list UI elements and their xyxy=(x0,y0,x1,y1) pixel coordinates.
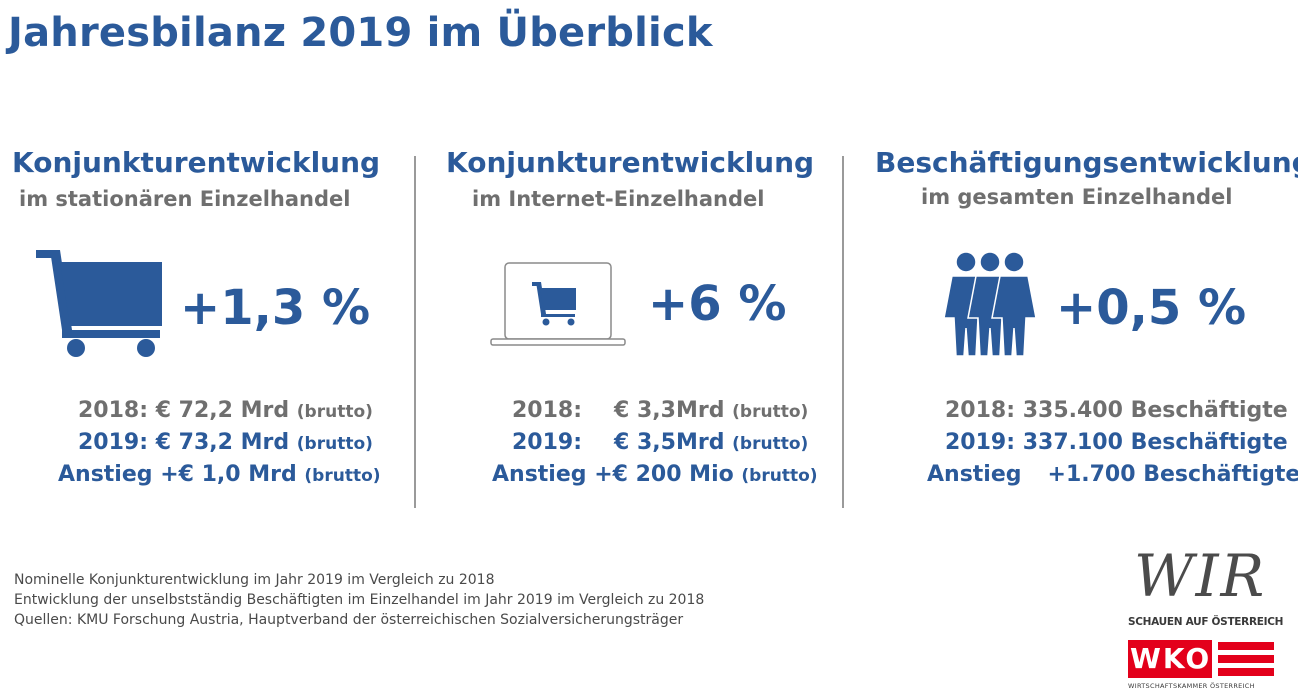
col2-line-anstieg: Anstieg +€ 200 Mio (brutto) xyxy=(492,462,818,487)
col1-line-2018: 2018: € 72,2 Mrd (brutto) xyxy=(78,398,373,423)
col1-subheading: im stationären Einzelhandel xyxy=(19,187,351,211)
col1-value: +1,3 % xyxy=(180,280,371,336)
col3-line-2019: 2019: 337.100 Beschäftigte xyxy=(945,430,1288,455)
footnote-2: Entwicklung der unselbstständig Beschäft… xyxy=(14,592,705,608)
divider-1 xyxy=(414,156,416,508)
page-title: Jahresbilanz 2019 im Überblick xyxy=(8,10,713,56)
col2-heading: Konjunkturentwicklung xyxy=(446,146,815,179)
col2-line-2019: 2019: € 3,5Mrd (brutto) xyxy=(512,430,809,455)
col2-value: +6 % xyxy=(648,276,787,332)
col1-heading: Konjunkturentwicklung xyxy=(12,146,381,179)
col1-line-2019: 2019: € 73,2 Mrd (brutto) xyxy=(78,430,373,455)
col3-heading: Beschäftigungsentwicklung xyxy=(875,146,1298,179)
logo-wir-text: WIR xyxy=(1134,542,1267,610)
col3-line-anstieg: Anstieg +1.700 Beschäftigte xyxy=(927,462,1298,487)
col3-line-2018: 2018: 335.400 Beschäftigte xyxy=(945,398,1288,423)
divider-2 xyxy=(842,156,844,508)
shopping-cart-icon xyxy=(36,250,162,357)
logo-wko-subtitle: WIRTSCHAFTSKAMMER ÖSTERREICH xyxy=(1128,682,1255,690)
laptop-cart-icon xyxy=(490,262,626,346)
col3-value: +0,5 % xyxy=(1056,280,1247,336)
col1-line-anstieg: Anstieg +€ 1,0 Mrd (brutto) xyxy=(58,462,381,487)
col2-line-2018: 2018: € 3,3Mrd (brutto) xyxy=(512,398,809,423)
col2-subheading: im Internet-Einzelhandel xyxy=(472,187,765,211)
logo-tagline: SCHAUEN AUF ÖSTERREICH xyxy=(1128,616,1284,628)
people-group-icon xyxy=(944,251,1037,356)
footnote-1: Nominelle Konjunkturentwicklung im Jahr … xyxy=(14,572,495,588)
col3-subheading: im gesamten Einzelhandel xyxy=(921,185,1233,209)
wko-logo: WIR SCHAUEN AUF ÖSTERREICH WKO WIRTSCHAF… xyxy=(1128,542,1283,692)
logo-wko-mark: WKO xyxy=(1128,640,1274,678)
footnote-3: Quellen: KMU Forschung Austria, Hauptver… xyxy=(14,612,684,628)
